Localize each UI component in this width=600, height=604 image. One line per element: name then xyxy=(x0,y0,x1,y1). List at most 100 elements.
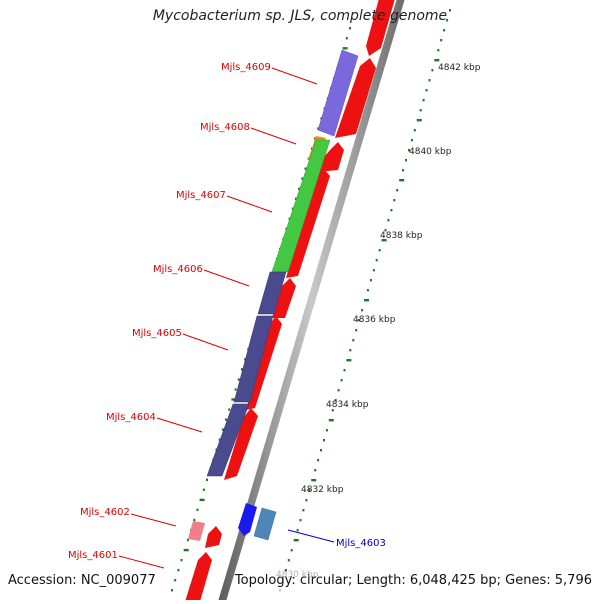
accession-text: Accession: NC_009077 xyxy=(8,573,156,588)
cds-arrow-mjls-4604[interactable] xyxy=(224,408,258,480)
feature-track-dot xyxy=(228,408,231,411)
cds-arrow-mjls-4607[interactable] xyxy=(286,168,330,278)
annotation-features xyxy=(188,49,359,541)
kbp-minor-tick xyxy=(287,559,290,562)
feature-dark-purple-4605[interactable] xyxy=(233,315,274,403)
kbp-minor-tick xyxy=(393,199,396,202)
kbp-minor-tick xyxy=(299,519,302,522)
gene-label-mjls-4607[interactable]: Mjls_4607 xyxy=(176,190,226,201)
cds-arrow-mjls-4606[interactable] xyxy=(272,278,296,318)
kbp-major-tick xyxy=(328,419,334,422)
leader-mjls-4607 xyxy=(226,195,273,213)
feature-track-dot xyxy=(304,167,307,170)
kbp-minor-tick xyxy=(290,549,293,552)
cds-arrow-mjls-4608[interactable] xyxy=(318,142,344,172)
gene-label-mjls-4609[interactable]: Mjls_4609 xyxy=(221,62,271,73)
feature-dark-purple-4606[interactable] xyxy=(257,271,287,315)
kbp-minor-tick xyxy=(396,189,399,192)
gene-label-mjls-4602[interactable]: Mjls_4602 xyxy=(80,507,130,518)
kbp-minor-tick xyxy=(402,169,405,172)
kbp-major-tick xyxy=(311,479,317,482)
gene-label-mjls-4606[interactable]: Mjls_4606 xyxy=(153,264,203,275)
gene-label-mjls-4603[interactable]: Mjls_4603 xyxy=(336,538,386,549)
feature-purple-4609[interactable] xyxy=(317,49,359,137)
gene-label-mjls-4604[interactable]: Mjls_4604 xyxy=(106,412,156,423)
feature-track-dot xyxy=(180,558,183,562)
kbp-minor-tick xyxy=(323,439,325,442)
kbp-minor-tick xyxy=(358,319,361,322)
feature-track-dot xyxy=(183,548,189,552)
kbp-minor-tick xyxy=(305,499,308,502)
cds-arrow-mjls-4601[interactable] xyxy=(184,552,212,604)
kbp-major-tick xyxy=(399,179,405,182)
kbp-major-tick xyxy=(346,359,352,362)
tick-label-4842: 4842 kbp xyxy=(438,63,481,73)
kbp-minor-tick xyxy=(410,139,413,142)
feature-track-dot xyxy=(196,508,199,512)
feature-track-dot xyxy=(231,398,237,401)
feature-track-dot xyxy=(174,579,177,582)
kbp-minor-tick xyxy=(369,279,372,282)
feature-track-dot xyxy=(240,368,243,371)
kbp-minor-tick xyxy=(390,209,393,212)
kbp-major-tick xyxy=(434,59,440,62)
kbp-minor-tick xyxy=(413,129,416,132)
kbp-minor-tick xyxy=(320,449,322,452)
feature-track-dot xyxy=(193,518,196,522)
cds-arrow-mjls-4605[interactable] xyxy=(246,316,282,410)
feature-steel-blue-4603[interactable] xyxy=(253,507,277,541)
kbp-minor-tick xyxy=(340,379,343,382)
kbp-minor-tick xyxy=(337,389,340,392)
kbp-minor-tick xyxy=(443,29,446,32)
kbp-minor-tick xyxy=(302,509,305,512)
feature-track-dot xyxy=(199,498,205,502)
feature-track-dot xyxy=(221,428,224,431)
feature-track-dot xyxy=(314,137,316,140)
leader-mjls-4605 xyxy=(182,333,229,351)
kbp-minor-tick xyxy=(352,339,355,342)
kbp-minor-tick xyxy=(366,289,369,292)
kbp-major-tick xyxy=(416,119,422,122)
feature-track-dot xyxy=(349,27,351,30)
cds-arrow-top[interactable] xyxy=(366,0,396,56)
cds-arrow-mjls-4609[interactable] xyxy=(335,58,376,138)
cds-arrow-mjls-4603[interactable] xyxy=(238,503,257,536)
kbp-minor-tick xyxy=(378,249,381,252)
gene-label-mjls-4605[interactable]: Mjls_4605 xyxy=(132,328,182,339)
kbp-minor-tick xyxy=(419,109,422,112)
kbp-minor-tick xyxy=(372,269,375,272)
leader-mjls-4609 xyxy=(271,67,318,85)
feature-green-4607[interactable] xyxy=(271,139,331,273)
kbp-minor-tick xyxy=(349,349,352,352)
kbp-minor-tick xyxy=(437,49,440,52)
topology-text: Topology: circular; Length: 6,048,425 bp… xyxy=(234,573,592,588)
tick-label-4832: 4832 kbp xyxy=(301,485,344,495)
feature-track-dot xyxy=(234,388,237,391)
kbp-minor-tick xyxy=(279,589,281,592)
feature-track-dot xyxy=(345,37,348,40)
kbp-minor-tick xyxy=(425,89,428,92)
page-title: Mycobacterium sp. JLS, complete genome xyxy=(152,8,448,24)
kbp-minor-tick xyxy=(428,79,431,82)
kbp-minor-tick xyxy=(355,329,358,332)
feature-pink-4602[interactable] xyxy=(188,521,205,541)
kbp-minor-tick xyxy=(314,469,317,472)
leader-mjls-4608 xyxy=(250,127,297,145)
feature-track-dot xyxy=(218,438,221,441)
cds-arrow-mjls-4602[interactable] xyxy=(205,526,222,548)
kbp-minor-tick xyxy=(449,9,451,12)
gene-label-mjls-4601[interactable]: Mjls_4601 xyxy=(68,550,118,561)
feature-track-dot xyxy=(244,358,247,361)
feature-dark-purple-4604[interactable] xyxy=(206,403,250,477)
reverse-strand-genes xyxy=(238,503,277,541)
leader-mjls-4603 xyxy=(287,529,335,543)
tick-label-4834: 4834 kbp xyxy=(326,400,369,410)
kbp-minor-tick xyxy=(387,219,390,222)
kbp-minor-tick xyxy=(317,459,320,462)
feature-track-dot xyxy=(171,589,173,592)
gene-label-mjls-4608[interactable]: Mjls_4608 xyxy=(200,122,250,133)
forward-strand-genes xyxy=(184,0,396,604)
kbp-minor-tick xyxy=(284,569,287,572)
leader-mjls-4606 xyxy=(203,269,250,287)
